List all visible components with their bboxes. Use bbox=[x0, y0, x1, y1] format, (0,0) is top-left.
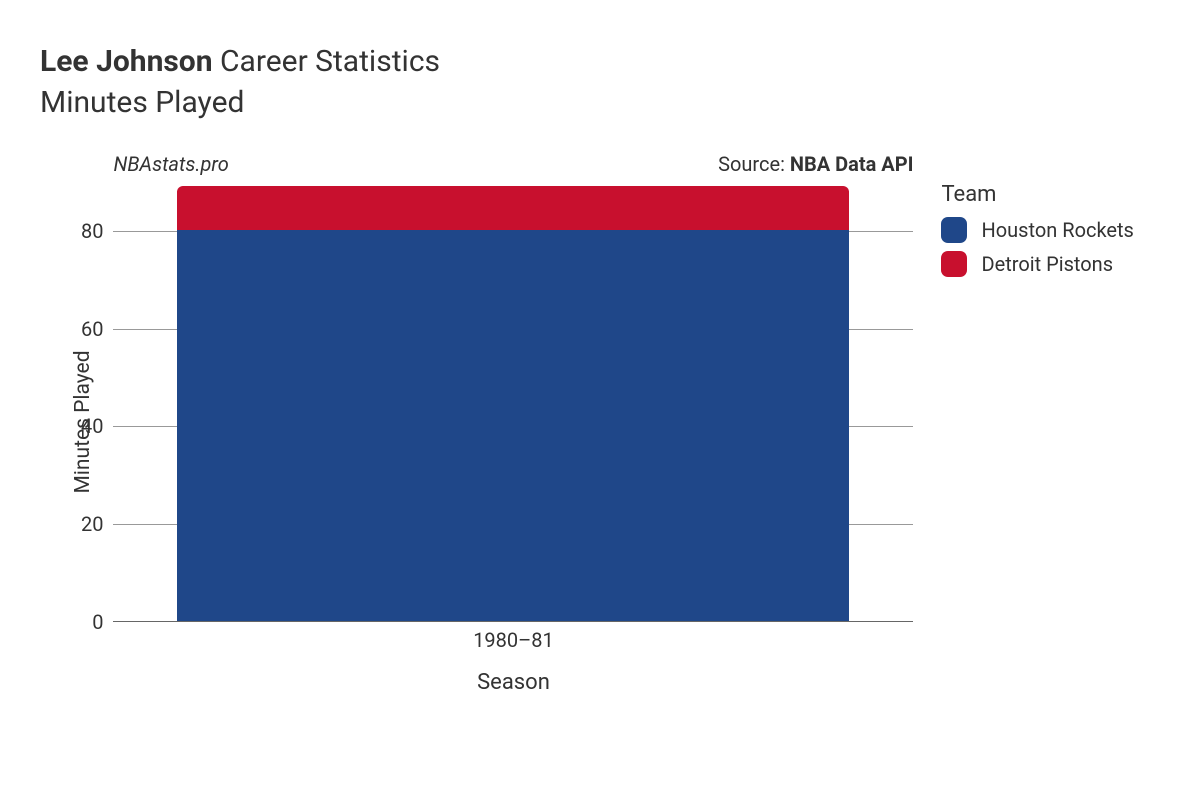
bar-segment bbox=[177, 186, 849, 230]
legend-item: Detroit Pistons bbox=[941, 251, 1160, 277]
watermark-text: NBAstats.pro bbox=[113, 152, 228, 176]
y-tick-label: 60 bbox=[81, 317, 103, 341]
legend-title: Team bbox=[941, 182, 1160, 207]
legend-label: Houston Rockets bbox=[981, 218, 1133, 242]
y-tick-label: 40 bbox=[81, 414, 103, 438]
legend-label: Detroit Pistons bbox=[981, 252, 1113, 276]
x-axis-label: Season bbox=[113, 670, 913, 695]
bar-segment bbox=[177, 230, 849, 621]
title-suffix: Career Statistics bbox=[220, 44, 440, 79]
y-tick-label: 80 bbox=[81, 219, 103, 243]
y-axis-ticks: 0 20 40 60 80 bbox=[68, 182, 113, 662]
source-name: NBA Data API bbox=[790, 152, 914, 176]
source-attribution: Source: NBA Data API bbox=[718, 152, 913, 176]
x-axis-ticks: 1980–81 bbox=[113, 622, 913, 656]
chart-title-line1: Lee Johnson Career Statistics bbox=[40, 44, 1160, 79]
y-tick-label: 0 bbox=[92, 610, 103, 634]
chart-subtitle: Minutes Played bbox=[40, 85, 1160, 120]
legend: Team Houston Rockets Detroit Pistons bbox=[913, 182, 1160, 285]
y-tick-label: 20 bbox=[81, 512, 103, 536]
legend-item: Houston Rockets bbox=[941, 217, 1160, 243]
plot-area bbox=[113, 182, 913, 622]
x-tick-label: 1980–81 bbox=[473, 628, 554, 652]
legend-swatch bbox=[941, 251, 967, 277]
legend-swatch bbox=[941, 217, 967, 243]
source-prefix: Source: bbox=[718, 152, 790, 176]
player-name: Lee Johnson bbox=[40, 44, 213, 79]
